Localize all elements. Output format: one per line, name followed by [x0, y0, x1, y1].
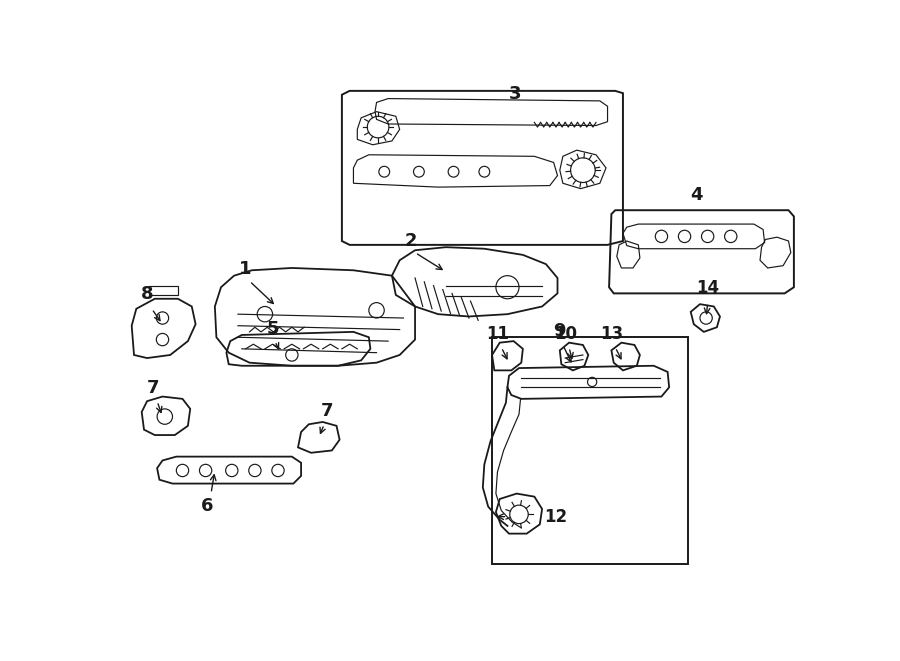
- Text: 11: 11: [486, 325, 508, 342]
- Text: 14: 14: [696, 279, 719, 297]
- Text: 8: 8: [140, 285, 153, 303]
- Text: 10: 10: [554, 325, 577, 342]
- Text: 9: 9: [554, 322, 566, 340]
- Text: 5: 5: [266, 320, 279, 338]
- Text: 7: 7: [320, 402, 333, 420]
- Text: 3: 3: [508, 85, 521, 104]
- Text: 4: 4: [690, 186, 702, 204]
- Text: 7: 7: [147, 379, 159, 397]
- Text: 2: 2: [405, 232, 418, 251]
- Text: 1: 1: [239, 260, 252, 278]
- Text: 6: 6: [201, 496, 213, 515]
- Text: 13: 13: [599, 325, 623, 342]
- Text: 12: 12: [544, 508, 568, 525]
